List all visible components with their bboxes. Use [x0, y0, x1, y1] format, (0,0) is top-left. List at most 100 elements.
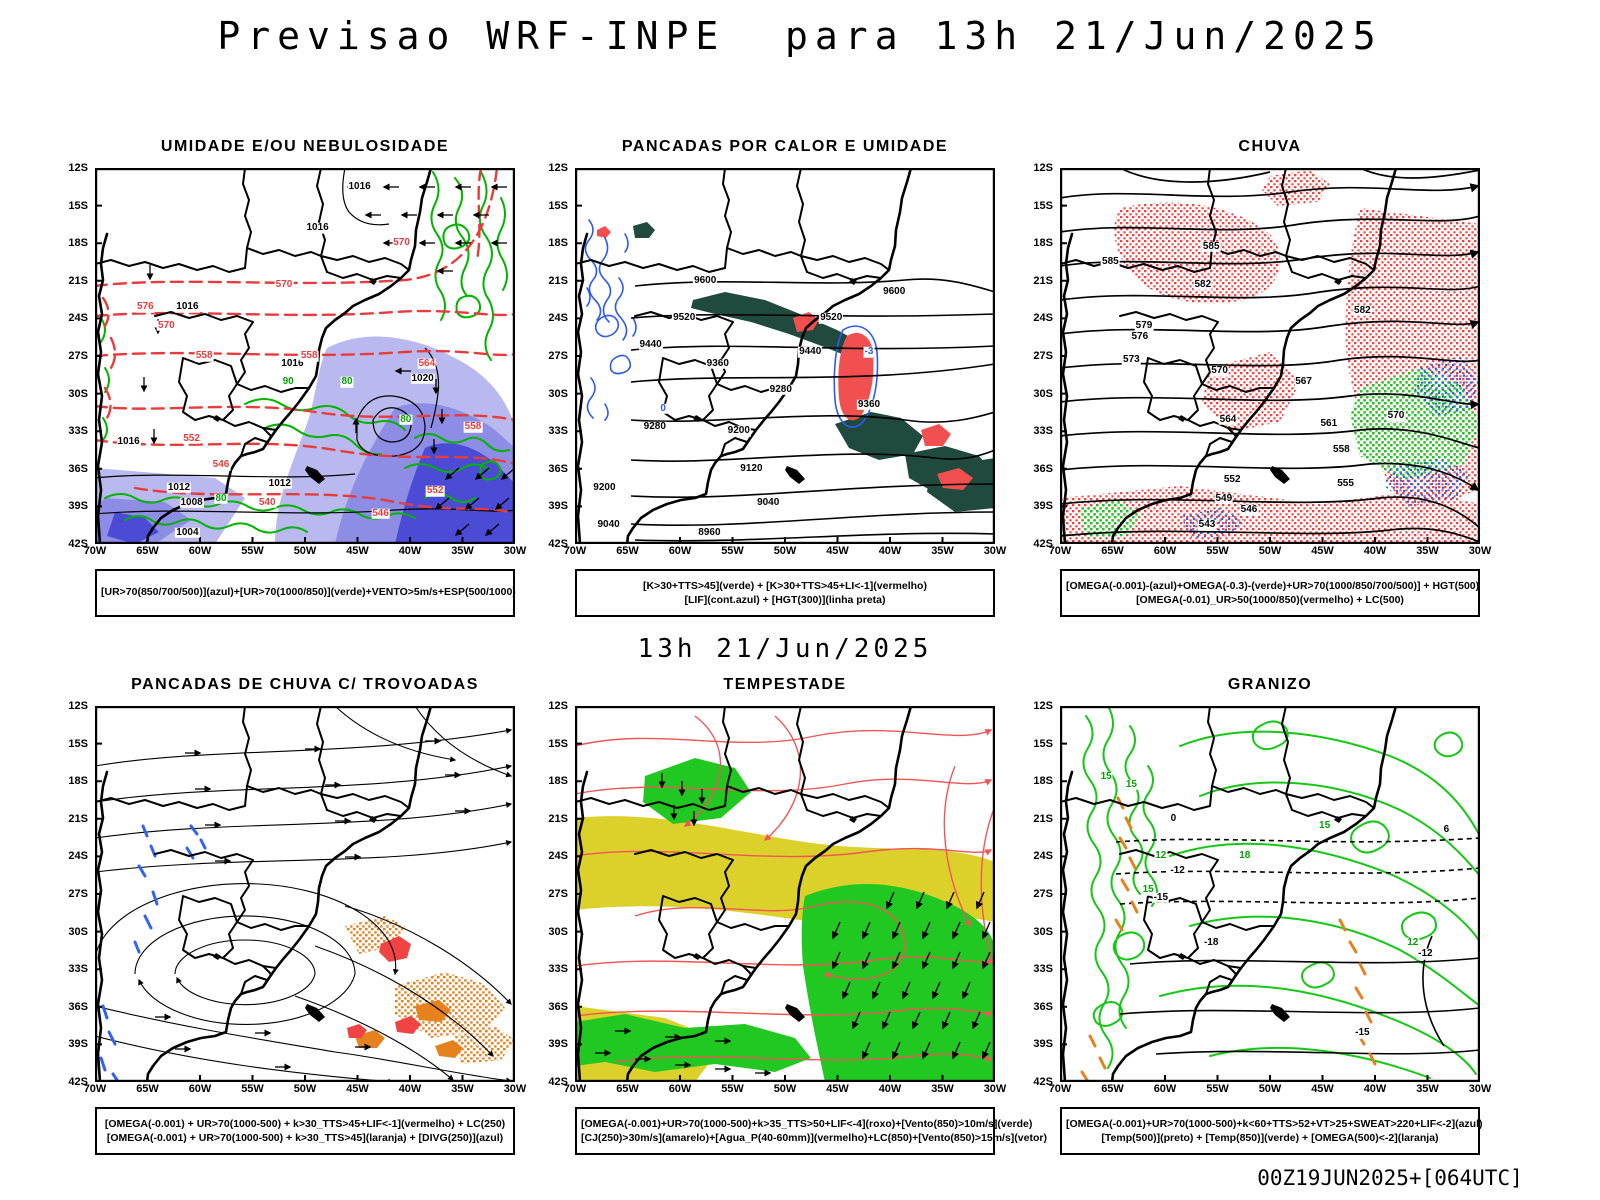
legend-line: [OMEGA(-0.001)+UR>70(1000-500)+k<60+TTS>…: [1066, 1118, 1483, 1130]
lon-axis: 70W 65W 60W 55W 50W 45W 40W 35W 30W: [564, 1083, 1007, 1098]
lon-tick-label: 50W: [293, 545, 317, 557]
lat-tick-label: 21S: [548, 274, 568, 287]
lon-tick-label: 30W: [1468, 1083, 1492, 1095]
lon-axis: 70W 65W 60W 55W 50W 45W 40W 35W 30W: [84, 1083, 527, 1098]
lon-tick-label: 45W: [826, 1083, 849, 1095]
lat-tick-label: 12S: [548, 162, 568, 174]
lat-tick-label: 15S: [548, 199, 568, 212]
lon-tick-label: 30W: [983, 1083, 1007, 1095]
lat-tick-label: 27S: [548, 888, 568, 900]
lat-tick-label: 36S: [1033, 1000, 1053, 1013]
map-granizo: 15 15 18 15 12 15 12 0 6 -12 -15 -18 -12 -15 12S 15S 18…: [1033, 700, 1480, 1088]
lat-tick-label: 24S: [1033, 850, 1053, 863]
panel-title: UMIDADE E/OU NEBULOSIDADE: [160, 138, 450, 155]
lon-axis: 70W 65W 60W 55W 50W 45W 40W 35W 30W: [564, 545, 1007, 560]
lat-tick-label: 24S: [1033, 312, 1053, 325]
lat-tick-label: 15S: [1033, 199, 1053, 212]
valid-time-label: 13h 21/Jun/2025: [637, 634, 933, 664]
lon-tick-label: 35W: [451, 1083, 474, 1095]
lon-tick-label: 45W: [1311, 1083, 1334, 1095]
panel-title: PANCADAS DE CHUVA C/ TROVOADAS: [131, 676, 479, 693]
lat-tick-label: 27S: [548, 350, 568, 362]
lon-tick-label: 70W: [563, 545, 587, 557]
legend: [OMEGA(-0.001)+UR>70(1000-500)+k>35_TTS>…: [575, 1107, 1047, 1155]
lat-axis: 12S 15S 18S 21S 24S 27S 30S 33S 36S 39S 42S: [55, 700, 91, 1088]
lat-tick-label: 15S: [1033, 737, 1053, 750]
legend-line: [OMEGA(-0.001) + UR>70(1000-500) + k>30_…: [104, 1118, 506, 1130]
legend-line: [K>30+TTS>45](verde) + [K>30+TTS>45+LI<-…: [643, 580, 927, 592]
map-chuva: 585 585 582 582 579 576 573 570 570 567 564 561 558 5…: [1033, 162, 1480, 550]
map-tempestade: 12S 15S 18S 21S 24S 27S 30S 33S 36S 39S 42S: [548, 700, 995, 1088]
map-canvas-granizo: [1060, 706, 1480, 1082]
legend: [UR>70(850/700/500)](azul)+[UR>70(1000/8…: [95, 569, 516, 617]
lon-tick-label: 60W: [668, 1083, 692, 1095]
panel-pancadas-calor: PANCADAS POR CALOR E UMIDADE: [548, 138, 1007, 617]
lon-tick-label: 55W: [1206, 545, 1229, 557]
lat-tick-label: 24S: [548, 312, 568, 325]
lat-axis: 12S 15S 18S 21S 24S 27S 30S 33S 36S 39S 42S: [1020, 162, 1056, 550]
panel-chuva: CHUVA: [1033, 138, 1492, 617]
lat-tick-label: 12S: [1033, 162, 1053, 174]
panel-tempestade: TEMPESTADE: [548, 676, 1047, 1155]
map-canvas-chuva: [1060, 168, 1480, 544]
lat-tick-label: 42S: [548, 538, 568, 550]
lat-tick-label: 12S: [68, 700, 88, 712]
legend-line: [OMEGA(-0.01)_UR>50(1000/850)(vermelho) …: [1136, 594, 1404, 606]
legend: [K>30+TTS>45](verde) + [K>30+TTS>45+LI<-…: [575, 569, 995, 617]
lon-tick-label: 70W: [83, 1083, 107, 1095]
page-title: Previsao WRF-INPE para 13h 21/Jun/2025: [217, 14, 1383, 58]
lat-tick-label: 39S: [548, 1038, 568, 1051]
lat-tick-label: 18S: [548, 775, 568, 788]
lat-tick-label: 36S: [1033, 462, 1053, 475]
lat-tick-label: 33S: [68, 963, 88, 976]
lat-tick-label: 15S: [68, 737, 88, 750]
lat-tick-label: 42S: [548, 1076, 568, 1088]
lat-tick-label: 24S: [548, 850, 568, 863]
lat-tick-label: 42S: [1033, 1076, 1053, 1088]
lat-tick-label: 18S: [1033, 775, 1053, 788]
lon-tick-label: 55W: [721, 1083, 744, 1095]
lat-tick-label: 27S: [1033, 350, 1053, 362]
lat-tick-label: 24S: [68, 312, 88, 325]
lon-tick-label: 55W: [721, 545, 744, 557]
map-canvas-pancadas-calor: [575, 168, 995, 544]
lat-tick-label: 27S: [1033, 888, 1053, 900]
panel-granizo: GRANIZO: [1033, 676, 1491, 1155]
lon-tick-label: 60W: [1153, 1083, 1177, 1095]
lon-tick-label: 45W: [346, 1083, 369, 1095]
map-pancadas-calor: 9600 9600 9520 9520 9440 9440 9360 9360 9280 9280…: [548, 162, 995, 550]
lat-tick-label: 42S: [1033, 538, 1053, 550]
lat-axis: 12S 15S 18S 21S 24S 27S 30S 33S 36S 39S 42S: [535, 162, 571, 550]
legend-line: [CJ(250)>30m/s](amarelo)+[Agua_P(40-60mm…: [581, 1132, 1047, 1144]
legend: [OMEGA(-0.001) + UR>70(1000-500) + k>30_…: [95, 1107, 515, 1155]
lon-tick-label: 35W: [451, 545, 474, 557]
lat-tick-label: 12S: [1033, 700, 1053, 712]
panel-title: TEMPESTADE: [723, 676, 847, 693]
legend: [OMEGA(-0.001)-(azul)+OMEGA(-0.3)-(verde…: [1060, 569, 1480, 617]
lon-tick-label: 50W: [1258, 545, 1282, 557]
lat-tick-label: 30S: [548, 925, 568, 938]
lon-tick-label: 30W: [503, 545, 527, 557]
lon-tick-label: 60W: [188, 545, 212, 557]
lat-axis: 12S 15S 18S 21S 24S 27S 30S 33S 36S 39S 42S: [1020, 700, 1056, 1088]
lat-tick-label: 36S: [68, 1000, 88, 1013]
lat-tick-label: 21S: [68, 274, 88, 287]
panel-umidade: UMIDADE E/OU NEBULOSIDADE: [68, 138, 526, 617]
map-trovoadas: 12S 15S 18S 21S 24S 27S 30S 33S 36S 39S 42S: [68, 700, 515, 1088]
legend: [OMEGA(-0.001)+UR>70(1000-500)+k<60+TTS>…: [1060, 1107, 1483, 1155]
lon-axis: 70W 65W 60W 55W 50W 45W 40W 35W 30W: [1049, 545, 1492, 560]
lat-tick-label: 33S: [548, 425, 568, 438]
lat-tick-label: 24S: [68, 850, 88, 863]
lat-tick-label: 15S: [68, 199, 88, 212]
lat-tick-label: 30S: [1033, 387, 1053, 400]
lat-tick-label: 33S: [1033, 425, 1053, 438]
lat-tick-label: 21S: [1033, 274, 1053, 287]
lat-tick-label: 18S: [68, 775, 88, 788]
lat-tick-label: 42S: [68, 538, 88, 550]
lat-tick-label: 27S: [68, 888, 88, 900]
lon-tick-label: 50W: [1258, 1083, 1282, 1095]
lat-tick-label: 21S: [548, 812, 568, 825]
legend-line: [UR>70(850/700/500)](azul)+[UR>70(1000/8…: [101, 586, 516, 598]
lat-axis: 12S 15S 18S 21S 24S 27S 30S 33S 36S 39S 42S: [55, 162, 91, 550]
lat-tick-label: 39S: [548, 500, 568, 513]
